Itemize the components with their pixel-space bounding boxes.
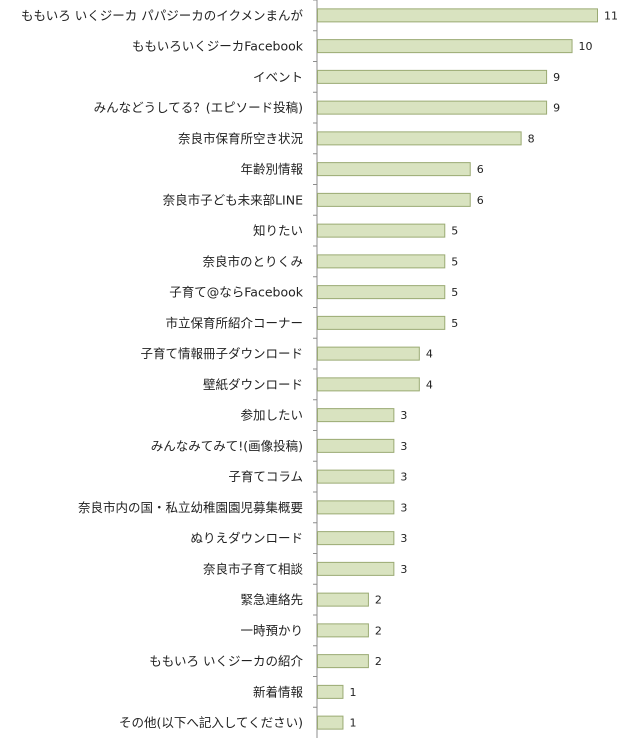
category-label: 奈良市子育て相談 (203, 561, 304, 576)
data-label: 3 (400, 563, 407, 576)
data-label: 8 (528, 132, 535, 145)
category-label: 一時預かり (240, 623, 303, 638)
data-label: 3 (400, 440, 407, 453)
bar (317, 69, 548, 84)
category-label: みんなどうしてる？(エピソード投稿) (94, 100, 303, 115)
bar (317, 254, 446, 269)
category-label: 年齢別情報 (240, 162, 303, 177)
bar (317, 623, 369, 638)
bar (317, 531, 395, 546)
data-label: 4 (426, 348, 433, 361)
category-label: 参加したい (240, 408, 303, 423)
bar (317, 192, 471, 207)
category-label: その他(以下へ記入してください) (119, 715, 303, 730)
data-label: 10 (579, 40, 593, 53)
data-label: 3 (400, 532, 407, 545)
category-label: 子育て@ならFacebook (169, 285, 303, 300)
bar (317, 346, 420, 361)
data-label: 11 (604, 9, 618, 22)
data-label: 2 (375, 655, 382, 668)
data-label: 6 (477, 163, 484, 176)
bar (317, 500, 395, 515)
bar (317, 654, 369, 669)
data-label: 6 (477, 194, 484, 207)
bar (317, 315, 446, 330)
category-label: 奈良市子ども未来部LINE (163, 192, 304, 207)
data-label: 4 (426, 378, 433, 391)
bar (317, 715, 344, 730)
bar (317, 285, 446, 300)
bar (317, 561, 395, 576)
data-label: 5 (451, 286, 458, 299)
bar (317, 162, 471, 177)
category-label: イベント (253, 69, 303, 84)
category-label: 奈良市内の国・私立幼稚園園児募集概要 (78, 500, 303, 515)
bar (317, 223, 446, 238)
bar (317, 100, 548, 115)
category-label: ぬりえダウンロード (190, 531, 303, 546)
data-label: 5 (451, 225, 458, 238)
category-label: 新着情報 (253, 684, 304, 699)
data-label: 2 (375, 594, 382, 607)
bar (317, 438, 395, 453)
data-label: 1 (349, 686, 356, 699)
category-label: 緊急連絡先 (240, 592, 303, 607)
category-label: 壁紙ダウンロード (203, 377, 303, 392)
data-label: 9 (553, 102, 560, 115)
category-label: 子育て情報冊子ダウンロード (140, 346, 303, 361)
bar (317, 469, 395, 484)
category-label: 市立保育所紹介コーナー (165, 315, 303, 330)
category-label: ももいろ いくジーカ パパジーカのイクメンまんが (21, 8, 303, 23)
category-label: ももいろいくジーカFacebook (132, 39, 304, 54)
category-label: 奈良市のとりくみ (202, 254, 303, 269)
data-label: 5 (451, 317, 458, 330)
bar (317, 377, 420, 392)
bar (317, 592, 369, 607)
data-label: 2 (375, 624, 382, 637)
bar (317, 684, 344, 699)
category-label: 子育てコラム (228, 469, 303, 484)
category-label: みんなみてみて!(画像投稿) (151, 438, 303, 453)
bar (317, 8, 598, 23)
data-label: 5 (451, 255, 458, 268)
data-label: 1 (349, 717, 356, 730)
data-label: 3 (400, 501, 407, 514)
category-label: 知りたい (253, 223, 303, 238)
bar (317, 408, 395, 423)
data-label: 9 (553, 71, 560, 84)
data-label: 3 (400, 471, 407, 484)
category-label: ももいろ いくジーカの紹介 (149, 654, 303, 669)
bar (317, 39, 573, 54)
category-label: 奈良市保育所空き状況 (178, 131, 304, 146)
data-label: 3 (400, 409, 407, 422)
bar (317, 131, 522, 146)
